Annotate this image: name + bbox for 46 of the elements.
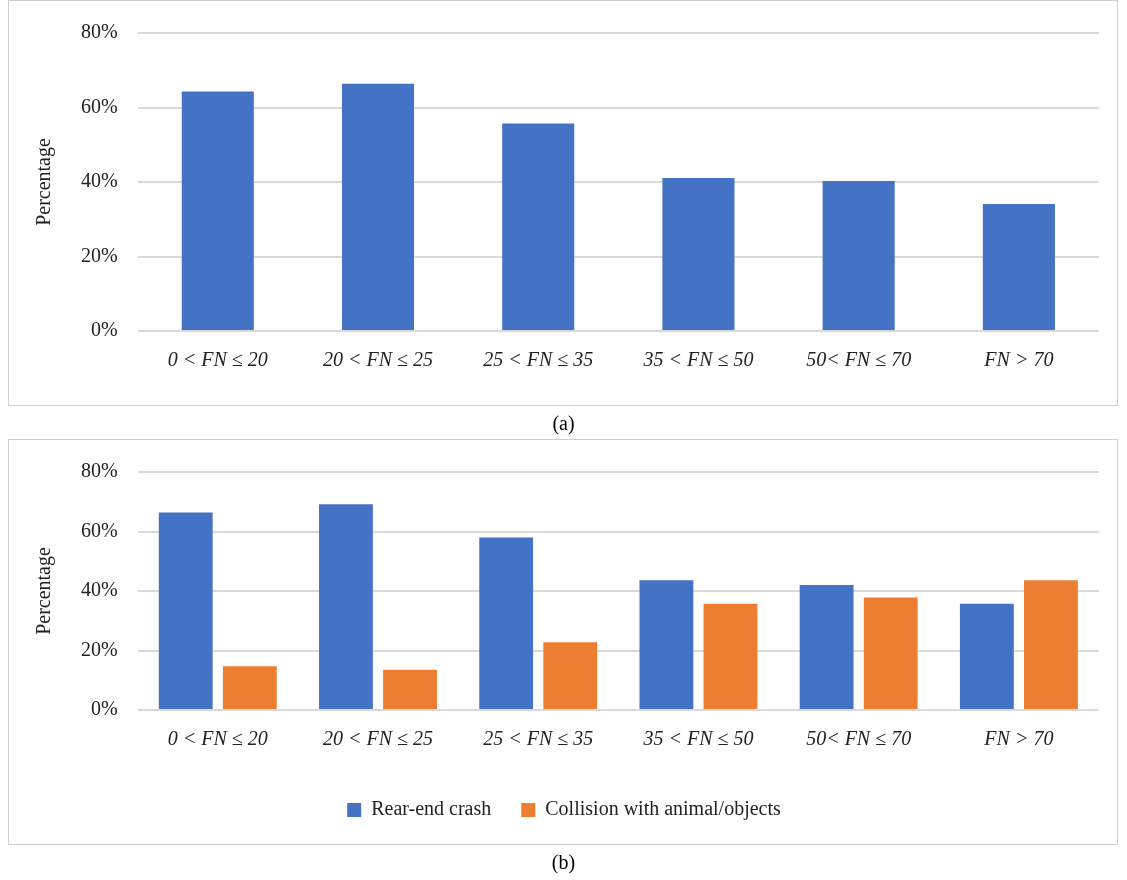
y-tick-label: 20%	[80, 637, 118, 660]
y-tick-label: 40%	[80, 578, 118, 601]
bar	[639, 580, 694, 709]
x-tick-label: 0 < FN ≤ 20	[167, 727, 268, 750]
y-tick-label: 60%	[80, 518, 118, 541]
bar	[1024, 580, 1078, 709]
bar	[181, 91, 254, 330]
bar	[982, 203, 1055, 330]
x-tick-label: 35 < FN ≤ 50	[642, 727, 754, 750]
y-axis-title: Percentage	[32, 547, 56, 635]
y-tick-label: 0%	[90, 697, 118, 720]
y-tick-label: 40%	[80, 169, 118, 192]
bar	[502, 123, 575, 330]
bar	[543, 642, 598, 709]
bar	[822, 180, 895, 330]
bar	[222, 666, 277, 709]
bar	[383, 669, 437, 709]
x-tick-label: FN > 70	[983, 727, 1054, 750]
bar	[703, 603, 758, 709]
y-tick-label: 80%	[80, 459, 118, 482]
x-tick-label: 0 < FN ≤ 20	[167, 348, 268, 371]
x-tick-label: 20 < FN ≤ 25	[322, 348, 434, 371]
x-tick-label: 50< FN ≤ 70	[806, 348, 912, 371]
y-tick-label: 60%	[80, 94, 118, 117]
y-tick-label: 0%	[90, 318, 118, 341]
legend-label: Collision with animal/objects	[545, 797, 782, 821]
bar	[479, 537, 534, 709]
x-tick-label: FN > 70	[983, 348, 1054, 371]
bar	[662, 177, 735, 330]
y-axis-title: Percentage	[32, 138, 56, 226]
bar	[319, 504, 373, 709]
legend-label: Rear-end crash	[371, 797, 492, 820]
bar	[799, 585, 854, 709]
y-tick-label: 20%	[80, 243, 118, 266]
x-tick-label: 20 < FN ≤ 25	[322, 727, 434, 750]
text: (a)	[551, 412, 576, 435]
x-tick-label: 50< FN ≤ 70	[806, 727, 912, 750]
bar	[863, 597, 918, 709]
x-tick-label: 25 < FN ≤ 35	[483, 727, 594, 750]
bar	[158, 512, 213, 709]
text: (b)	[550, 851, 577, 874]
y-tick-label: 80%	[80, 20, 118, 43]
x-tick-label: 35 < FN ≤ 50	[642, 348, 754, 371]
bar	[341, 83, 415, 330]
bar	[959, 603, 1014, 709]
x-tick-label: 25 < FN ≤ 35	[483, 348, 594, 371]
